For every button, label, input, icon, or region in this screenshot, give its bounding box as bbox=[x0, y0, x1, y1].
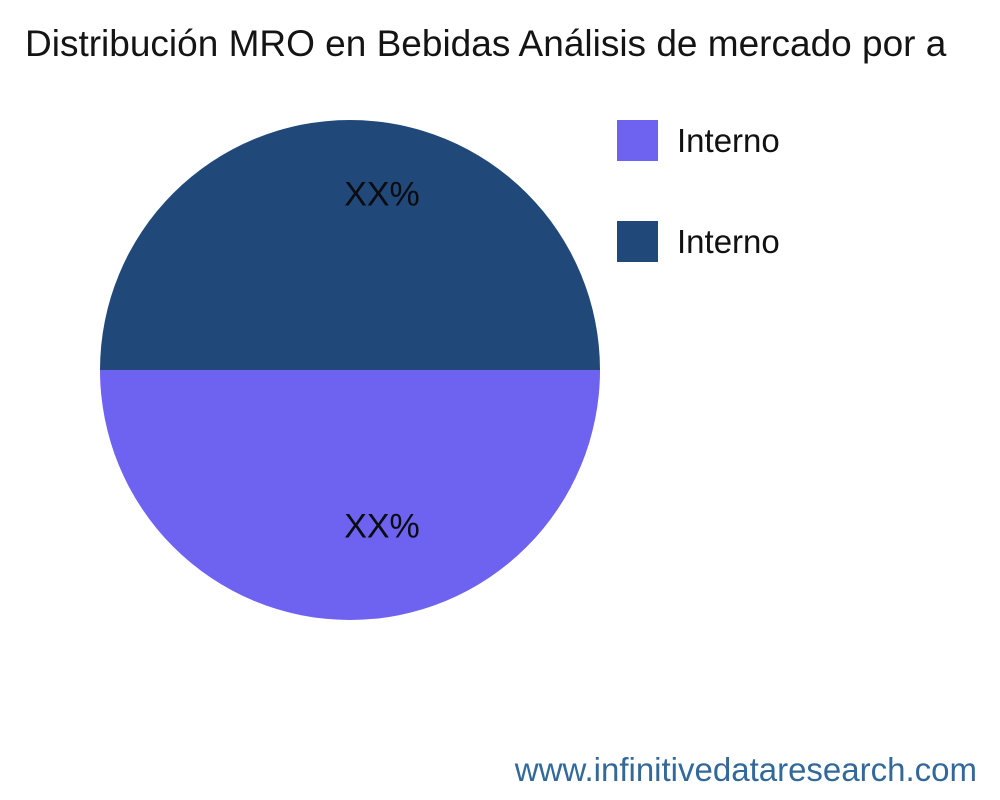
footer-website-url: www.infinitivedataresearch.com bbox=[514, 751, 977, 788]
pie-slice-top bbox=[100, 120, 600, 370]
pie-chart bbox=[100, 120, 600, 620]
legend-item-1: Interno bbox=[617, 120, 780, 161]
chart-title: Distribución MRO en Bebidas Análisis de … bbox=[25, 23, 947, 64]
pie-slice-label-top: XX% bbox=[344, 175, 420, 214]
pie-slice-bottom bbox=[100, 370, 600, 620]
pie-slice-label-bottom: XX% bbox=[344, 507, 420, 546]
legend-label: Interno bbox=[677, 121, 780, 159]
legend-label: Interno bbox=[677, 222, 780, 260]
legend-item-2: Interno bbox=[617, 221, 780, 262]
legend-swatch-navy bbox=[617, 221, 658, 262]
legend-swatch-purple bbox=[617, 120, 658, 161]
